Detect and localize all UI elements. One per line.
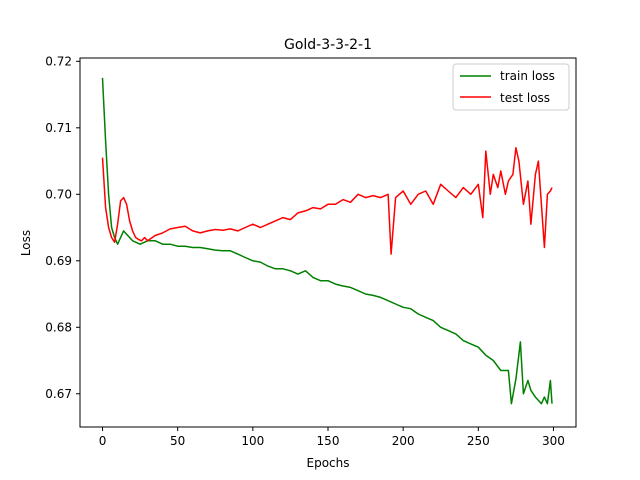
y-tick-label: 0.69 [45,254,72,268]
x-tick-label: 0 [99,434,107,448]
x-axis: 0 50 100 150 200 250 300 [99,427,565,448]
legend: train loss test loss [452,63,570,111]
y-axis-title: Loss [19,230,33,256]
x-axis-title: Epochs [307,456,350,470]
x-tick-label: 250 [467,434,490,448]
x-tick-label: 100 [241,434,264,448]
y-tick-label: 0.68 [45,320,72,334]
y-tick-label: 0.72 [45,54,72,68]
series-line-test [101,147,553,255]
y-tick-label: 0.67 [45,387,72,401]
x-tick-label: 300 [542,434,565,448]
y-axis: 0.67 0.68 0.69 0.70 0.71 0.72 [45,54,80,401]
x-tick-label: 200 [392,434,415,448]
x-tick-label: 50 [170,434,185,448]
chart-title: Gold-3-3-2-1 [284,37,372,53]
legend-label-train: train loss [500,69,555,83]
x-tick-label: 150 [317,434,340,448]
y-tick-label: 0.70 [45,187,72,201]
y-tick-label: 0.71 [45,121,72,135]
legend-label-test: test loss [500,91,550,105]
